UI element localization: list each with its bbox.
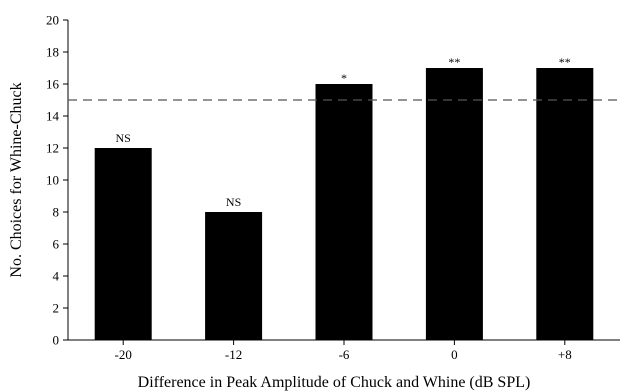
bars bbox=[94, 68, 594, 340]
x-tick-label: 0 bbox=[451, 347, 458, 362]
significance-label: NS bbox=[116, 131, 131, 145]
y-tick-label: 10 bbox=[46, 173, 59, 188]
significance-label: ** bbox=[448, 55, 460, 69]
y-tick-label: 8 bbox=[53, 205, 60, 220]
significance-label: * bbox=[341, 71, 347, 85]
bar bbox=[205, 212, 263, 340]
y-tick-label: 12 bbox=[46, 141, 59, 156]
bar bbox=[94, 148, 152, 340]
x-tick-label: -20 bbox=[115, 347, 132, 362]
bar bbox=[425, 68, 483, 340]
y-tick-label: 20 bbox=[46, 13, 59, 28]
bar bbox=[315, 84, 373, 340]
significance-label: ** bbox=[559, 55, 571, 69]
y-tick-label: 16 bbox=[46, 77, 60, 92]
x-tick-label: +8 bbox=[558, 347, 572, 362]
x-axis: -20 -12 -6 0 +8 bbox=[68, 339, 620, 362]
x-tick-label: -6 bbox=[339, 347, 350, 362]
y-axis: 0 2 4 6 8 10 12 14 16 18 20 bbox=[46, 13, 69, 348]
y-axis-title: No. Choices for Whine-Chuck bbox=[8, 82, 25, 277]
y-tick-label: 18 bbox=[46, 45, 59, 60]
y-tick-label: 14 bbox=[46, 109, 60, 124]
y-tick-label: 0 bbox=[53, 333, 60, 348]
bar bbox=[536, 68, 594, 340]
y-tick-label: 6 bbox=[53, 237, 60, 252]
x-axis-title: Difference in Peak Amplitude of Chuck an… bbox=[138, 374, 531, 391]
y-tick-label: 4 bbox=[53, 269, 60, 284]
x-tick-label: -12 bbox=[225, 347, 242, 362]
significance-label: NS bbox=[226, 195, 241, 209]
y-tick-label: 2 bbox=[53, 301, 60, 316]
